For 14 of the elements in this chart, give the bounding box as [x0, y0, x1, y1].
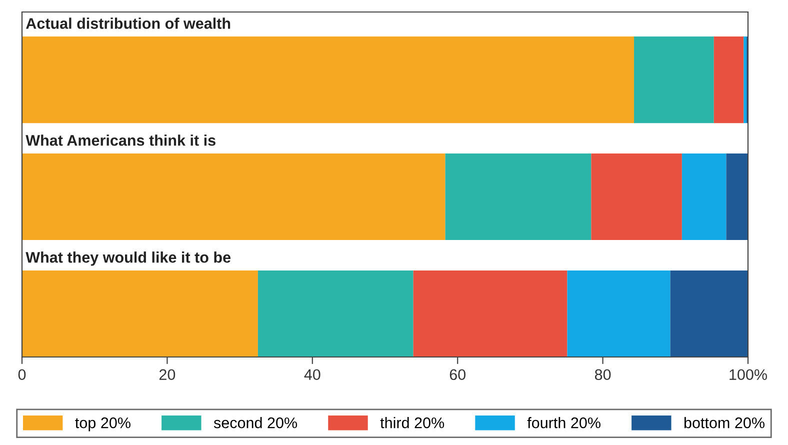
y-tick-label: What Americans think it is	[26, 134, 216, 146]
x-tick-label: 40	[304, 369, 320, 380]
legend-label: top 20%	[75, 417, 130, 432]
x-tick-label: 100%	[730, 369, 767, 380]
x-tick-label: 0	[18, 369, 26, 380]
y-tick-label: Actual distribution of wealth	[26, 18, 230, 29]
y-tick-label: What they would like it to be	[26, 252, 231, 266]
x-tick-label: 60	[450, 369, 466, 380]
legend-label: fourth 20%	[527, 417, 600, 428]
x-tick-label: 20	[159, 369, 176, 380]
legend-label: bottom 20%	[684, 417, 764, 428]
legend-label: second 20%	[214, 417, 298, 428]
legend-label: third 20%	[380, 417, 444, 428]
x-tick-label: 80	[594, 369, 611, 380]
